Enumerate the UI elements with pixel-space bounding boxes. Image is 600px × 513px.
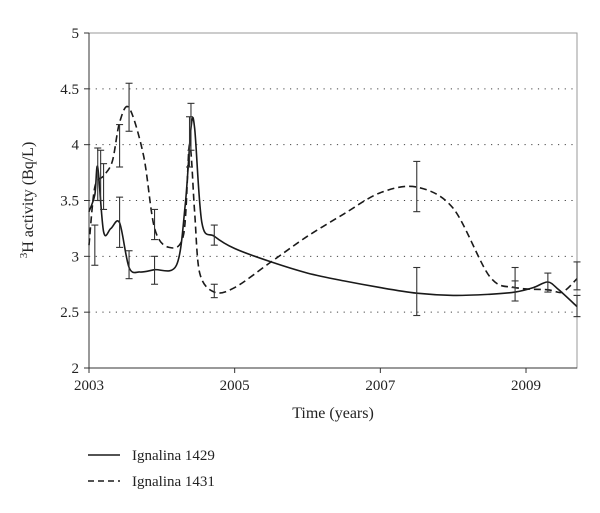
- error-bar-ignalina-1431: [544, 272, 552, 293]
- error-bar-ignalina-1431: [210, 283, 218, 299]
- y-tick-label: 2: [72, 361, 80, 377]
- error-bar-ignalina-1429: [125, 250, 133, 280]
- gridlines: [89, 88, 577, 313]
- x-tick-label: 2003: [74, 378, 104, 394]
- y-tick-label: 5: [72, 26, 80, 42]
- y-tick-label: 3.5: [60, 194, 79, 210]
- series-line-ignalina-1429: [88, 116, 578, 308]
- legend-label-ignalina-1429: Ignalina 1429: [132, 448, 215, 464]
- error-bar-ignalina-1429: [151, 255, 159, 285]
- error-bar-ignalina-1431: [91, 224, 99, 266]
- series-lines: [88, 105, 578, 308]
- error-bar-ignalina-1429: [187, 102, 195, 151]
- series-line-ignalina-1431: [88, 105, 578, 294]
- legend-label-ignalina-1431: Ignalina 1431: [132, 474, 215, 490]
- error-bar-ignalina-1431: [573, 261, 581, 291]
- x-tick-label: 2009: [511, 378, 541, 394]
- error-bar-ignalina-1431: [413, 160, 421, 213]
- error-bar-ignalina-1431: [116, 124, 124, 168]
- error-bar-ignalina-1431: [125, 82, 133, 132]
- y-tick-label: 3: [72, 249, 80, 265]
- error-bar-ignalina-1429: [100, 163, 108, 210]
- axis-ticks: 2 2.5 3 3.5 4 4.5 5 2003 2005 2007 2009: [60, 26, 541, 394]
- error-bars: [91, 82, 581, 318]
- error-bar-ignalina-1431: [511, 266, 519, 289]
- plot-area-frame: [88, 32, 578, 369]
- y-axis-title: 3H activity (Bq/L): [18, 142, 37, 259]
- x-tick-label: 2005: [220, 378, 250, 394]
- error-bar-ignalina-1429: [413, 266, 421, 317]
- legend: Ignalina 1429 Ignalina 1431: [88, 448, 215, 490]
- error-bar-ignalina-1431: [151, 208, 159, 241]
- y-axis-title-text: H activity (Bq/L): [20, 142, 37, 253]
- y-tick-label: 2.5: [60, 305, 79, 321]
- error-bar-ignalina-1429: [116, 196, 124, 248]
- error-bar-ignalina-1429: [210, 224, 218, 246]
- y-tick-label: 4: [72, 138, 80, 154]
- error-bar-ignalina-1429: [573, 294, 581, 318]
- x-axis-title: Time (years): [292, 405, 374, 422]
- x-tick-label: 2007: [365, 378, 396, 394]
- y-tick-label: 4.5: [60, 82, 79, 98]
- error-bar-ignalina-1431: [97, 149, 105, 202]
- error-bar-ignalina-1431: [186, 116, 194, 168]
- y-axis-title-superscript: 3: [18, 252, 30, 258]
